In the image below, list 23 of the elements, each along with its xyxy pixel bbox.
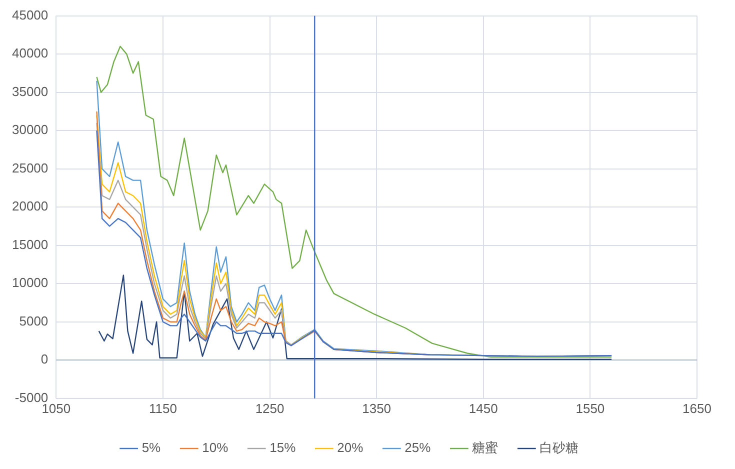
- y-tick-label: 0: [40, 352, 48, 367]
- legend-label: 25%: [404, 440, 432, 456]
- y-tick-label: 35000: [12, 84, 48, 99]
- x-tick-label: 1250: [255, 400, 284, 416]
- x-tick-label: 1650: [682, 400, 712, 416]
- x-tick-label: 1150: [148, 400, 177, 416]
- legend-label: 15%: [270, 440, 296, 456]
- legend-label: 糖蜜: [472, 440, 498, 456]
- legend-label: 10%: [202, 440, 229, 456]
- y-tick-label: 30000: [12, 122, 48, 138]
- y-tick-label: 25000: [12, 160, 48, 176]
- x-tick-label: 1350: [362, 400, 392, 416]
- y-tick-label: 40000: [12, 46, 48, 61]
- y-tick-label: 10000: [12, 275, 48, 290]
- y-tick-label: 20000: [12, 198, 48, 214]
- y-tick-label: 15000: [12, 236, 48, 252]
- x-tick-label: 1550: [576, 400, 605, 416]
- legend-label: 5%: [142, 440, 162, 456]
- legend-label: 白砂糖: [540, 440, 579, 456]
- legend-label: 20%: [337, 440, 364, 456]
- y-tick-label: 45000: [12, 7, 48, 22]
- y-tick-label: 5000: [19, 313, 48, 328]
- x-tick-label: 1450: [468, 400, 498, 416]
